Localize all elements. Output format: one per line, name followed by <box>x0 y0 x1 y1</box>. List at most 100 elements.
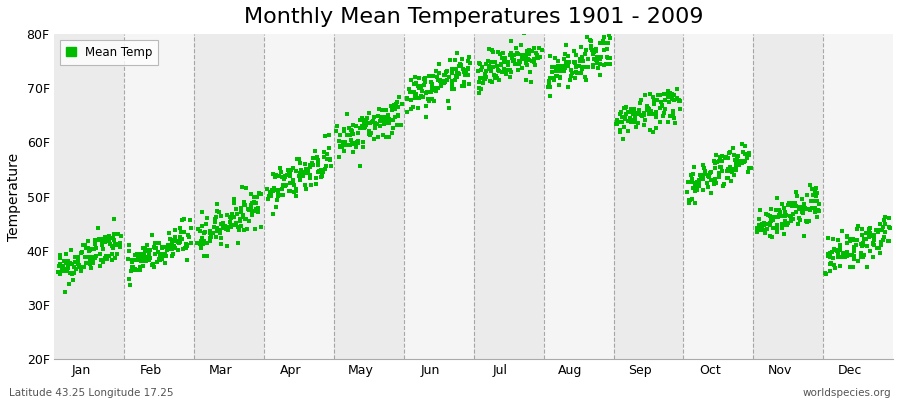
Point <box>573 58 588 64</box>
Point <box>457 83 472 89</box>
Point <box>436 78 451 85</box>
Point <box>130 257 144 263</box>
Point <box>702 173 716 179</box>
Point <box>283 180 297 186</box>
Point <box>373 118 387 124</box>
Point <box>269 204 284 210</box>
Point <box>764 234 778 240</box>
Point <box>317 153 331 160</box>
Point <box>194 244 209 251</box>
Point <box>766 216 780 223</box>
Point <box>408 74 422 81</box>
Point <box>586 51 600 57</box>
Point <box>193 241 207 247</box>
Point <box>774 213 788 219</box>
Point <box>451 70 465 76</box>
Point <box>57 258 71 264</box>
Point <box>362 127 376 134</box>
Point <box>730 158 744 165</box>
Point <box>349 123 364 130</box>
Point <box>491 66 506 73</box>
Point <box>519 48 534 54</box>
Point <box>764 217 778 224</box>
Point <box>239 185 254 191</box>
Point <box>238 216 253 222</box>
Point <box>107 237 122 243</box>
Point <box>640 103 654 109</box>
Point <box>402 86 417 92</box>
Point <box>298 161 312 167</box>
Point <box>789 209 804 215</box>
Point <box>499 71 513 77</box>
Point <box>860 236 874 243</box>
Point <box>434 82 448 88</box>
Point <box>724 167 738 174</box>
Point <box>522 47 536 53</box>
Point <box>518 59 533 66</box>
Point <box>236 212 250 218</box>
Point <box>298 166 312 172</box>
Point <box>414 85 428 92</box>
Point <box>525 58 539 64</box>
Point <box>332 154 347 160</box>
Point <box>853 241 868 247</box>
Point <box>715 158 729 164</box>
Point <box>728 157 742 163</box>
Point <box>826 254 841 261</box>
Point <box>626 117 640 123</box>
Point <box>772 212 787 218</box>
Point <box>336 140 350 146</box>
Point <box>359 119 374 125</box>
Point <box>374 114 389 120</box>
Point <box>153 252 167 258</box>
Point <box>166 237 181 244</box>
Point <box>279 182 293 188</box>
Point <box>455 66 470 72</box>
Point <box>563 67 578 73</box>
Point <box>825 248 840 255</box>
Point <box>268 172 283 178</box>
Point <box>576 64 590 70</box>
Point <box>268 174 283 180</box>
Point <box>418 74 432 81</box>
Point <box>648 109 662 116</box>
Point <box>130 251 144 257</box>
Point <box>457 68 472 75</box>
Point <box>428 86 443 93</box>
Point <box>580 64 595 70</box>
Point <box>68 258 82 265</box>
Point <box>203 238 218 244</box>
Point <box>481 57 495 64</box>
Point <box>392 94 406 100</box>
Point <box>98 233 112 240</box>
Point <box>862 234 877 240</box>
Point <box>781 220 796 226</box>
Point <box>586 62 600 68</box>
Point <box>461 66 475 72</box>
Point <box>593 61 608 67</box>
Point <box>823 268 837 274</box>
Point <box>445 78 459 84</box>
Point <box>662 99 676 105</box>
Point <box>371 133 385 140</box>
Point <box>769 206 783 213</box>
Point <box>357 122 372 128</box>
Point <box>134 251 148 257</box>
Point <box>432 61 446 67</box>
Point <box>876 237 890 243</box>
Point <box>777 204 791 211</box>
Point <box>786 211 800 217</box>
Point <box>531 55 545 61</box>
Point <box>763 219 778 226</box>
Point <box>203 234 218 241</box>
Point <box>50 269 65 275</box>
Point <box>316 169 330 175</box>
Point <box>644 109 659 115</box>
Point <box>833 254 848 260</box>
Point <box>442 105 456 112</box>
Point <box>166 250 180 257</box>
Point <box>666 108 680 114</box>
Point <box>141 257 156 263</box>
Point <box>690 179 705 185</box>
Point <box>292 170 307 176</box>
